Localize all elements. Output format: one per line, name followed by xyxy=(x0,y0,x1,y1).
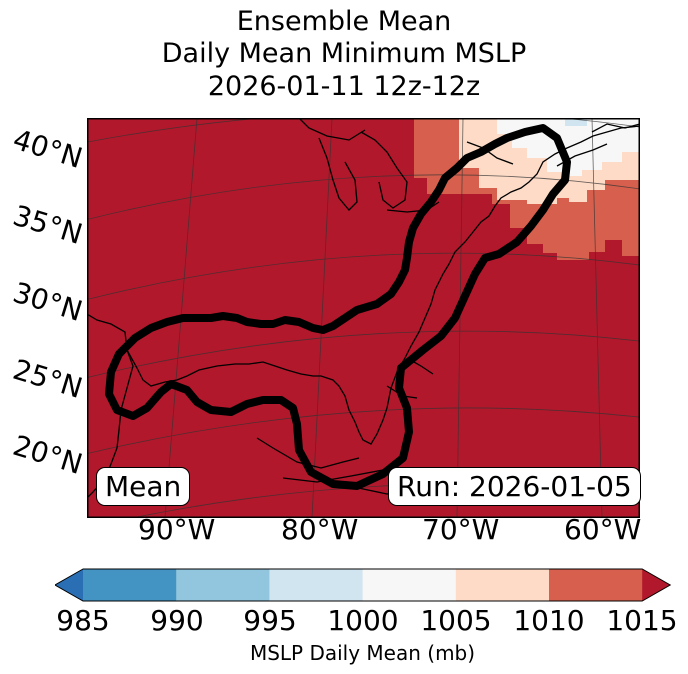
colorbar-tick-1000: 1000 xyxy=(327,604,399,637)
colorbar-outline xyxy=(55,568,672,602)
colorbar-label: MSLP Daily Mean (mb) xyxy=(249,641,476,665)
colorbar-bin-1010-1015 xyxy=(549,569,643,601)
colorbar-bin-1005-1010 xyxy=(455,569,550,601)
colorbar-tick-990: 990 xyxy=(150,604,204,637)
lat-label-30n: 30°N xyxy=(9,275,87,328)
colorbar-tick-1005: 1005 xyxy=(420,604,492,637)
colorbar-tick-1010: 1010 xyxy=(513,604,585,637)
title-line-2: Daily Mean Minimum MSLP xyxy=(161,38,527,69)
run-date-box: Run: 2026-01-05 xyxy=(388,467,641,506)
colorbar-extend-over xyxy=(642,569,671,601)
colorbar-tick-985: 985 xyxy=(56,604,110,637)
lat-label-35n: 35°N xyxy=(9,198,87,251)
colorbar-bin-995-1000 xyxy=(269,569,364,601)
colorbar-tick-1015: 1015 xyxy=(606,604,678,637)
colorbar-bin-985-990 xyxy=(83,569,177,601)
lon-label-90w: 90°W xyxy=(138,513,216,546)
lon-label-70w: 70°W xyxy=(422,513,500,546)
lat-label-40n: 40°N xyxy=(9,122,87,175)
colorbar-extend-under xyxy=(55,569,83,601)
lat-label-25n: 25°N xyxy=(9,352,87,405)
colorbar-bin-1000-1005 xyxy=(362,569,457,601)
map-panel xyxy=(87,118,640,518)
mean-label-box: Mean xyxy=(96,467,191,506)
colorbar-bin-990-995 xyxy=(176,569,270,601)
colorbar xyxy=(55,568,672,602)
title-line-1: Ensemble Mean xyxy=(236,6,452,37)
lat-label-20n: 20°N xyxy=(9,428,87,481)
title-line-3: 2026-01-11 12z-12z xyxy=(207,71,481,102)
lon-label-80w: 80°W xyxy=(281,513,359,546)
colorbar-tick-995: 995 xyxy=(243,604,297,637)
ensemble-contour xyxy=(105,124,571,490)
lon-label-60w: 60°W xyxy=(564,513,642,546)
